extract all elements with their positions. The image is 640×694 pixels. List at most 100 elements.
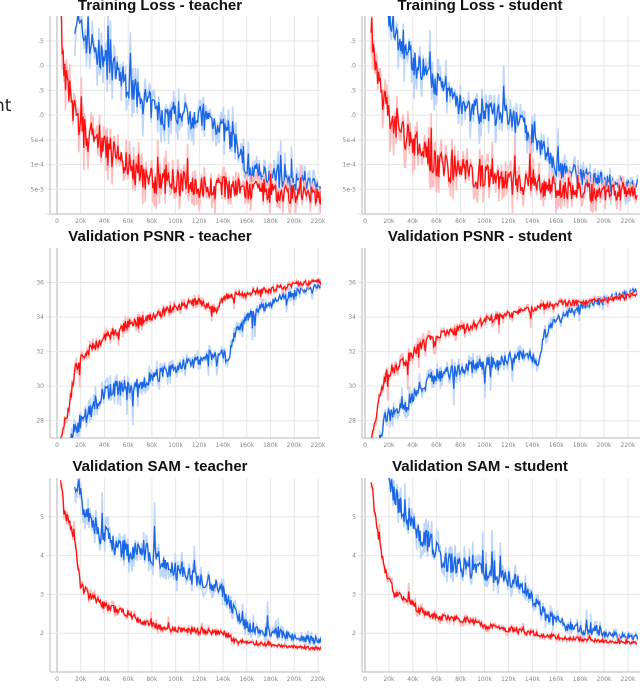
- x-tick-label: 20k: [383, 676, 395, 683]
- x-tick-label: 220k: [311, 676, 326, 683]
- x-tick-label: 80k: [455, 218, 467, 225]
- red-smoothed-series: [60, 277, 321, 438]
- line-chart: 0 20k 40k 60k 80k 100k 120k 140k 160k 180k 200k 220…: [343, 16, 640, 225]
- x-tick-label: 0: [55, 676, 59, 683]
- y-tick-label: 4: [352, 553, 356, 560]
- x-tick-label: 60k: [431, 218, 443, 225]
- x-tick-label: 200k: [597, 218, 612, 225]
- x-tick-label: 60k: [123, 442, 135, 449]
- x-tick-label: 60k: [431, 676, 443, 683]
- line-chart: 0 20k 40k 60k 80k 100k 120k 140k 160k 180k 200k 220…: [352, 478, 640, 683]
- y-tick-label: 28: [348, 418, 356, 425]
- x-tick-label: 60k: [123, 218, 135, 225]
- x-tick-label: 160k: [239, 442, 254, 449]
- y-tick-label: 30: [36, 383, 44, 390]
- x-tick-label: 160k: [239, 218, 254, 225]
- chart-panel-2: Training Loss - student 0 20k 40k 60k 80k 100k…: [320, 0, 640, 228]
- line-chart: 0 20k 40k 60k 80k 100k 120k 140k 160k 180k 200k 220…: [31, 16, 326, 225]
- x-tick-label: 0: [55, 218, 59, 225]
- y-tick-label: 5e-4: [31, 137, 45, 144]
- x-tick-label: 20k: [75, 218, 87, 225]
- y-tick-label: .5: [350, 38, 356, 45]
- line-chart: 0 20k 40k 60k 80k 100k 120k 140k 160k 180k 200k 220…: [348, 248, 640, 449]
- x-tick-label: 0: [363, 676, 367, 683]
- x-tick-label: 140k: [525, 442, 540, 449]
- x-tick-label: 40k: [99, 218, 111, 225]
- x-tick-label: 200k: [597, 676, 612, 683]
- x-tick-label: 80k: [455, 676, 467, 683]
- x-tick-label: 200k: [287, 218, 302, 225]
- y-tick-label: .5: [38, 87, 44, 94]
- x-tick-label: 160k: [549, 442, 564, 449]
- y-tick-label: 1e-4: [31, 162, 45, 169]
- y-tick-label: 5: [40, 514, 44, 521]
- chart-panel-1: Training Loss - teacher 0 20k 40k 60k 80k 100k…: [0, 0, 326, 228]
- x-tick-label: 100k: [168, 676, 183, 683]
- x-tick-label: 120k: [192, 442, 207, 449]
- y-tick-label: 32: [36, 349, 44, 356]
- cropped-side-label: nt: [0, 96, 12, 116]
- y-tick-label: 36: [36, 280, 44, 287]
- x-tick-label: 40k: [407, 218, 419, 225]
- x-tick-label: 40k: [407, 676, 419, 683]
- x-tick-label: 220k: [621, 676, 636, 683]
- x-tick-label: 0: [363, 442, 367, 449]
- x-tick-label: 220k: [311, 442, 326, 449]
- x-tick-label: 120k: [501, 218, 516, 225]
- x-tick-label: 180k: [263, 442, 278, 449]
- blue-smoothed-series: [378, 286, 638, 438]
- chart-panel-5: Validation SAM - teacher 0 20k 40k 60k 80k 100…: [0, 458, 326, 694]
- chart-panel-4: Validation PSNR - student 0 20k 40k 60k 80k 10…: [320, 228, 640, 460]
- y-tick-label: 5: [352, 514, 356, 521]
- chart-title: Validation PSNR - teacher: [68, 228, 252, 245]
- chart-title: Validation SAM - teacher: [72, 458, 248, 475]
- y-tick-label: 36: [348, 280, 356, 287]
- y-tick-label: .0: [38, 63, 44, 70]
- y-tick-label: 2: [40, 630, 44, 637]
- y-tick-label: 34: [348, 314, 356, 321]
- x-tick-label: 100k: [168, 442, 183, 449]
- x-tick-label: 100k: [477, 218, 492, 225]
- y-tick-label: 30: [348, 383, 356, 390]
- chart-panel-3: Validation PSNR - teacher 0 20k 40k 60k 80k 10…: [0, 228, 326, 460]
- x-tick-label: 180k: [263, 676, 278, 683]
- x-tick-label: 140k: [525, 676, 540, 683]
- x-tick-label: 20k: [75, 676, 87, 683]
- x-tick-label: 0: [55, 442, 59, 449]
- y-tick-label: .5: [350, 87, 356, 94]
- x-tick-label: 60k: [431, 442, 443, 449]
- x-tick-label: 200k: [597, 442, 612, 449]
- y-tick-label: 34: [36, 314, 44, 321]
- y-tick-label: 1e-4: [343, 162, 357, 169]
- blue-raw-series: [387, 16, 639, 206]
- x-tick-label: 0: [363, 218, 367, 225]
- line-chart: 0 20k 40k 60k 80k 100k 120k 140k 160k 180k 200k 220…: [40, 478, 326, 683]
- blue-smoothed-series: [74, 16, 321, 195]
- x-tick-label: 80k: [146, 442, 158, 449]
- red-raw-series: [370, 16, 638, 214]
- x-tick-label: 40k: [407, 442, 419, 449]
- chart-title: Validation SAM - student: [392, 458, 568, 475]
- x-tick-label: 20k: [383, 442, 395, 449]
- blue-smoothed-series: [387, 16, 639, 196]
- chart-title: Training Loss - teacher: [77, 0, 243, 14]
- chart-title: Training Loss - student: [397, 0, 563, 14]
- x-tick-label: 220k: [311, 218, 326, 225]
- blue-raw-series: [388, 478, 639, 645]
- x-tick-label: 220k: [621, 442, 636, 449]
- x-tick-label: 40k: [99, 442, 111, 449]
- x-tick-label: 120k: [501, 442, 516, 449]
- x-tick-label: 160k: [549, 676, 564, 683]
- red-raw-series: [60, 16, 321, 214]
- y-tick-label: .0: [350, 63, 356, 70]
- x-tick-label: 180k: [573, 442, 588, 449]
- y-tick-label: 3: [352, 591, 356, 598]
- y-tick-label: .0: [38, 112, 44, 119]
- blue-smoothed-series: [74, 479, 321, 646]
- x-tick-label: 140k: [216, 676, 231, 683]
- x-tick-label: 100k: [168, 218, 183, 225]
- x-tick-label: 120k: [192, 218, 207, 225]
- x-tick-label: 60k: [123, 676, 135, 683]
- x-tick-label: 80k: [146, 676, 158, 683]
- x-tick-label: 200k: [287, 442, 302, 449]
